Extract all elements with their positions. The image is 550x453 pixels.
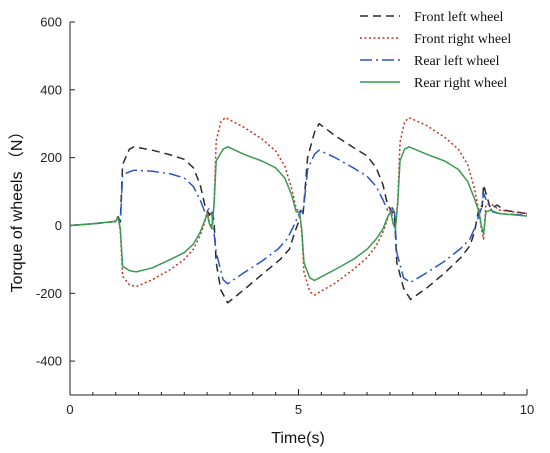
rear-right-wheel-legend-label: Rear right wheel [414,76,507,91]
y-tick-label: -400 [36,354,62,369]
y-tick-label: 400 [40,82,62,97]
front-right-wheel-legend-label: Front right wheel [414,32,511,47]
y-tick-label: 200 [40,150,62,165]
x-tick-label: 5 [295,402,302,417]
y-axis-title: Torque of wheels （N） [8,124,26,293]
front-right-wheel-line [69,116,528,296]
x-axis-title: Time(s) [271,430,325,447]
y-tick-label: -200 [36,286,62,301]
y-axis-ticks: 600 400 200 0 -200 -400 [36,15,75,369]
rear-left-wheel-line [69,149,528,285]
x-tick-label: 10 [520,402,534,417]
rear-right-wheel-line [69,146,528,282]
y-tick-label: 600 [40,15,62,30]
y-tick-label: 0 [55,218,62,233]
x-axis-ticks: 0 5 10 [66,389,534,417]
legend: Front left wheel Front right wheel Rear le… [360,10,511,91]
rear-left-wheel-legend-label: Rear left wheel [414,54,500,69]
series-lines [69,116,528,304]
x-tick-label: 0 [66,402,73,417]
front-left-wheel-legend-label: Front left wheel [414,10,504,25]
